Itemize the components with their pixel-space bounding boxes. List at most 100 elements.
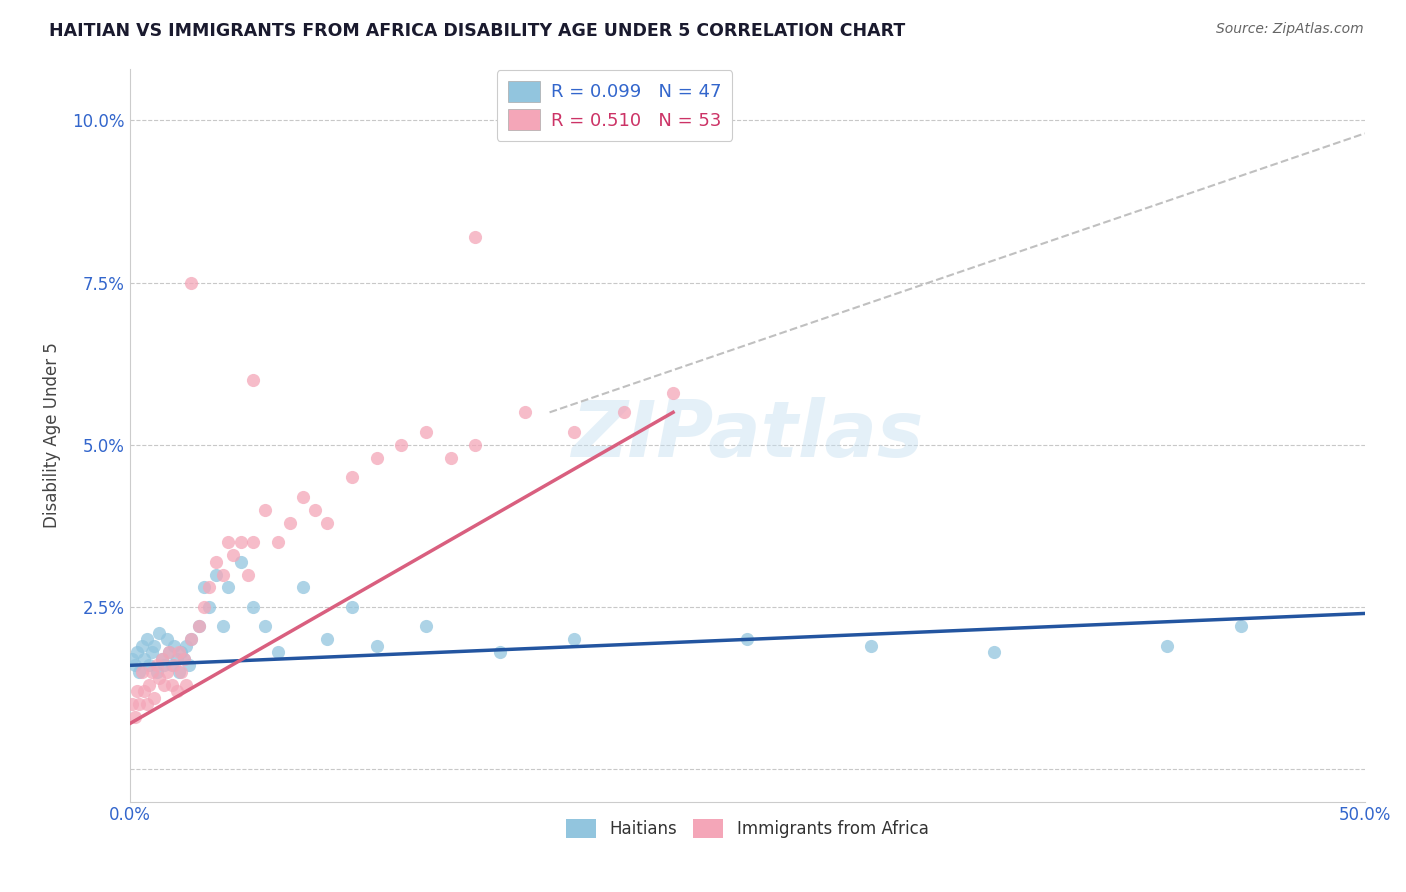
Point (124, 710, 146, 724)
Point (513, 405, 536, 419)
Point (143, 639, 166, 653)
Point (156, 632, 179, 647)
Text: Source: ZipAtlas.com: Source: ZipAtlas.com (1216, 22, 1364, 37)
Point (163, 639, 186, 653)
Point (148, 671, 170, 685)
Point (187, 619, 209, 633)
Point (217, 581, 239, 595)
Point (153, 658, 176, 673)
Point (173, 652, 195, 666)
Point (121, 698, 143, 712)
Point (145, 665, 167, 679)
Point (238, 567, 260, 582)
Text: HAITIAN VS IMMIGRANTS FROM AFRICA DISABILITY AGE UNDER 5 CORRELATION CHART: HAITIAN VS IMMIGRANTS FROM AFRICA DISABI… (49, 22, 905, 40)
Point (160, 678, 183, 692)
Point (135, 632, 157, 647)
Point (205, 567, 228, 582)
Point (267, 645, 290, 659)
Point (415, 425, 437, 439)
Point (242, 373, 264, 387)
Point (177, 658, 200, 673)
Point (562, 632, 585, 647)
Point (859, 639, 882, 653)
Point (291, 490, 314, 504)
Point (176, 678, 198, 692)
Point (166, 684, 188, 698)
Point (1230, 619, 1253, 633)
Point (304, 502, 326, 516)
Point (156, 665, 179, 679)
Point (366, 639, 388, 653)
Point (138, 678, 160, 692)
Point (464, 230, 486, 244)
Point (131, 639, 153, 653)
Point (205, 555, 228, 569)
Point (197, 581, 219, 595)
Legend: Haitians, Immigrants from Africa: Haitians, Immigrants from Africa (560, 812, 935, 845)
Point (157, 645, 180, 659)
Point (440, 450, 463, 465)
Point (267, 535, 290, 549)
Point (135, 698, 157, 712)
Point (983, 645, 1005, 659)
Point (415, 619, 437, 633)
Point (613, 405, 636, 419)
Point (316, 516, 339, 530)
Point (125, 645, 148, 659)
Point (212, 619, 235, 633)
Point (163, 658, 186, 673)
Point (128, 665, 150, 679)
Point (160, 658, 183, 673)
Point (562, 425, 585, 439)
Point (197, 599, 219, 614)
Point (340, 470, 363, 484)
Point (340, 599, 363, 614)
Point (193, 581, 215, 595)
Point (153, 678, 176, 692)
Point (217, 535, 239, 549)
Point (145, 658, 167, 673)
Point (134, 652, 156, 666)
Point (389, 438, 412, 452)
Point (229, 555, 252, 569)
Point (229, 535, 252, 549)
Point (242, 599, 264, 614)
Point (1156, 639, 1178, 653)
Point (121, 652, 143, 666)
Point (291, 581, 314, 595)
Point (366, 450, 388, 465)
Y-axis label: Disability Age Under 5: Disability Age Under 5 (44, 343, 60, 528)
Point (662, 385, 685, 400)
Point (212, 567, 235, 582)
Point (187, 619, 209, 633)
Point (170, 645, 193, 659)
Point (222, 548, 245, 562)
Text: ZIPatlas: ZIPatlas (571, 397, 924, 473)
Point (148, 626, 170, 640)
Point (254, 502, 277, 516)
Point (138, 658, 160, 673)
Point (157, 645, 180, 659)
Point (167, 665, 190, 679)
Point (180, 632, 202, 647)
Point (150, 652, 173, 666)
Point (176, 639, 198, 653)
Point (278, 516, 301, 530)
Point (254, 619, 277, 633)
Point (170, 665, 193, 679)
Point (167, 645, 190, 659)
Point (735, 632, 758, 647)
Point (128, 698, 150, 712)
Point (166, 652, 188, 666)
Point (180, 632, 202, 647)
Point (124, 658, 146, 673)
Point (141, 665, 163, 679)
Point (131, 665, 153, 679)
Point (193, 599, 215, 614)
Point (173, 652, 195, 666)
Point (180, 276, 202, 290)
Point (489, 645, 512, 659)
Point (141, 645, 163, 659)
Point (134, 684, 156, 698)
Point (150, 652, 173, 666)
